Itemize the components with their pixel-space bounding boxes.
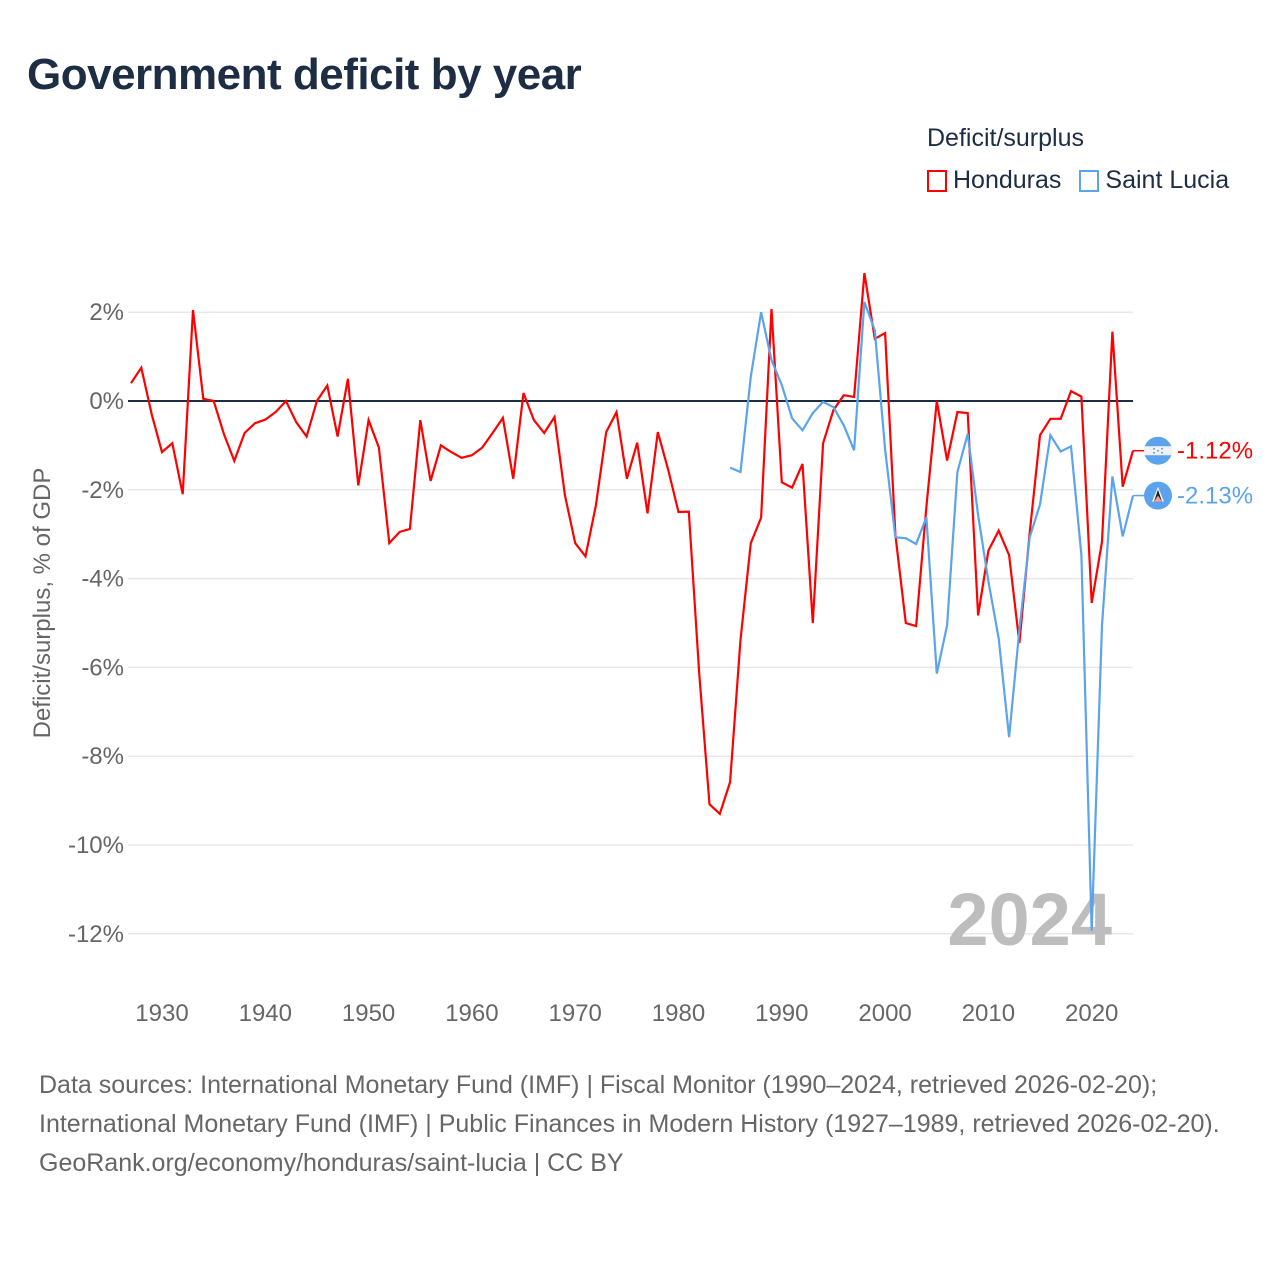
saint-lucia-flag-icon	[1144, 481, 1172, 510]
y-axis-label: Deficit/surplus, % of GDP	[29, 468, 56, 739]
y-tick-label: -12%	[68, 921, 124, 948]
legend-swatch-saint-lucia	[1079, 169, 1100, 192]
data-sources: Data sources: International Monetary Fun…	[39, 1071, 1220, 1138]
x-tick-label: 1980	[652, 1000, 705, 1027]
legend-label: Saint Lucia	[1105, 166, 1230, 194]
credit-link[interactable]: GeoRank.org/economy/honduras/saint-lucia…	[39, 1149, 624, 1177]
footer: Data sources: International Monetary Fun…	[39, 1066, 1239, 1183]
series-line-saint-lucia[interactable]	[729, 301, 1135, 931]
legend-item-saint-lucia[interactable]: Saint Lucia	[1079, 166, 1229, 195]
year-watermark: 2024	[947, 878, 1112, 961]
legend: Honduras Saint Lucia	[927, 166, 1229, 195]
honduras-flag-icon	[1144, 436, 1172, 465]
y-tick-label: -2%	[81, 477, 124, 504]
x-tick-label: 2020	[1065, 1000, 1118, 1027]
y-tick-label: 0%	[89, 388, 124, 415]
y-tick-label: 2%	[89, 299, 124, 326]
y-tick-label: -8%	[81, 743, 124, 770]
x-tick-label: 1950	[342, 1000, 395, 1027]
x-tick-label: 1940	[239, 1000, 292, 1027]
x-tick-label: 1930	[135, 1000, 188, 1027]
x-tick-label: 1990	[755, 1000, 808, 1027]
x-tick-label: 2010	[962, 1000, 1015, 1027]
end-value-label: -2.13%	[1177, 483, 1253, 510]
legend-label: Honduras	[953, 166, 1062, 194]
chart-title: Government deficit by year	[27, 50, 582, 99]
legend-item-honduras[interactable]: Honduras	[927, 166, 1061, 195]
legend-title: Deficit/surplus	[927, 124, 1084, 152]
y-tick-label: -4%	[81, 566, 124, 593]
x-tick-label: 2000	[858, 1000, 911, 1027]
legend-swatch-honduras	[927, 169, 947, 192]
series-line-honduras[interactable]	[130, 272, 1135, 816]
y-tick-label: -6%	[81, 654, 124, 681]
x-tick-label: 1970	[549, 1000, 602, 1027]
x-tick-label: 1960	[445, 1000, 498, 1027]
y-tick-label: -10%	[68, 832, 124, 859]
end-value-label: -1.12%	[1177, 438, 1253, 465]
